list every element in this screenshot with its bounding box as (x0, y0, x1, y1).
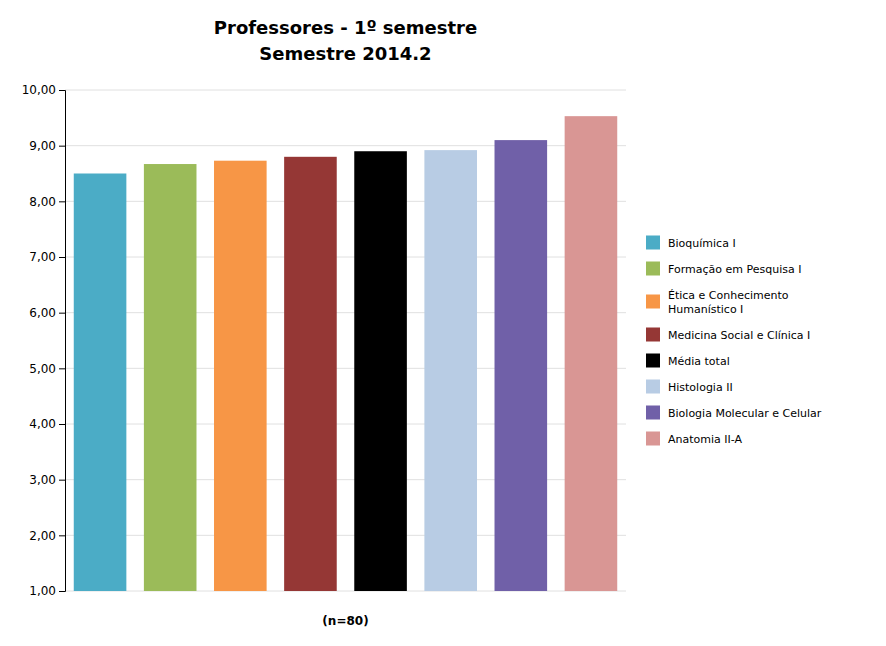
y-axis-line (59, 91, 66, 592)
legend-swatch (646, 236, 660, 250)
bar (214, 161, 267, 591)
y-tick-mark (59, 535, 65, 536)
y-tick-label: 1,00 (29, 584, 56, 598)
y-tick-mark (59, 146, 65, 147)
legend-label-line: Formação em Pesquisa I (668, 263, 801, 276)
legend-item: Medicina Social e Clínica I (646, 328, 810, 342)
legend-label: Média total (668, 355, 730, 368)
y-tick: 3,00 (29, 473, 65, 487)
bar (284, 157, 337, 591)
subtitle: Semestre 2014.2 (259, 43, 431, 64)
y-tick: 4,00 (29, 417, 65, 431)
y-tick: 2,00 (29, 529, 65, 543)
legend-swatch (646, 262, 660, 276)
legend: Bioquímica I Formação em Pesquisa I Ética … (646, 236, 822, 446)
y-tick: 6,00 (29, 306, 65, 320)
bar (495, 140, 548, 591)
chart-container: Professores - 1º semestre Semestre 2014.2… (0, 0, 886, 646)
legend-item: Ética e ConhecimentoHumanístico I (646, 289, 789, 316)
chart-svg: Professores - 1º semestre Semestre 2014.2… (0, 0, 886, 646)
grid-line (65, 90, 626, 91)
y-tick-label: 6,00 (29, 306, 56, 320)
legend-label: Bioquímica I (668, 237, 736, 250)
y-tick-mark (59, 201, 65, 202)
bar (74, 174, 127, 592)
bars (74, 116, 617, 591)
legend-swatch (646, 432, 660, 446)
y-tick-mark (59, 591, 65, 592)
legend-label-line: Média total (668, 355, 730, 368)
y-tick-mark (59, 257, 65, 258)
y-tick: 10,00 (22, 83, 65, 97)
y-tick-mark (59, 90, 65, 91)
legend-label-line: Humanístico I (668, 303, 743, 316)
legend-item: Anatomia II-A (646, 432, 743, 446)
bar (354, 151, 407, 591)
legend-label: Ética e ConhecimentoHumanístico I (668, 289, 789, 316)
legend-label-line: Bioquímica I (668, 237, 736, 250)
legend-label-line: Biologia Molecular e Celular (668, 407, 822, 420)
title: Professores - 1º semestre (214, 17, 477, 38)
legend-label: Histologia II (668, 381, 733, 394)
y-tick-mark (59, 313, 65, 314)
legend-swatch (646, 406, 660, 420)
plot: 1,00 2,00 3,00 4,00 5,00 6,00 7,00 8,00 9,00 10,0… (22, 83, 626, 646)
legend-item: Biologia Molecular e Celular (646, 406, 822, 420)
y-tick: 7,00 (29, 250, 65, 264)
bar (424, 150, 477, 591)
bar (144, 164, 197, 591)
legend-label: Formação em Pesquisa I (668, 263, 801, 276)
y-tick: 5,00 (29, 362, 65, 376)
legend-swatch (646, 295, 660, 309)
y-tick-label: 3,00 (29, 473, 56, 487)
y-tick-mark (59, 368, 65, 369)
y-tick-label: 9,00 (29, 139, 56, 153)
legend-label-line: Anatomia II-A (668, 433, 743, 446)
bar (565, 116, 618, 591)
y-tick: 8,00 (29, 195, 65, 209)
legend-label: Biologia Molecular e Celular (668, 407, 822, 420)
legend-item: Formação em Pesquisa I (646, 262, 801, 276)
y-tick-label: 5,00 (29, 362, 56, 376)
y-tick-label: 10,00 (22, 83, 56, 97)
x-note: (n=80) (322, 614, 368, 628)
legend-label-line: Medicina Social e Clínica I (668, 329, 810, 342)
y-tick-label: 2,00 (29, 529, 56, 543)
y-tick-label: 4,00 (29, 417, 56, 431)
y-axis: 1,00 2,00 3,00 4,00 5,00 6,00 7,00 8,00 9,00 10,0… (22, 83, 66, 598)
y-tick-mark (59, 480, 65, 481)
y-tick-mark (59, 424, 65, 425)
legend-swatch (646, 380, 660, 394)
legend-label-line: Ética e Conhecimento (668, 289, 789, 302)
legend-label: Medicina Social e Clínica I (668, 329, 810, 342)
legend-swatch (646, 354, 660, 368)
y-tick-label: 7,00 (29, 250, 56, 264)
legend-item: Bioquímica I (646, 236, 736, 250)
legend-label: Anatomia II-A (668, 433, 743, 446)
legend-label-line: Histologia II (668, 381, 733, 394)
y-tick-label: 8,00 (29, 195, 56, 209)
y-tick: 9,00 (29, 139, 65, 153)
legend-item: Histologia II (646, 380, 733, 394)
legend-swatch (646, 328, 660, 342)
legend-item: Média total (646, 354, 730, 368)
y-tick: 1,00 (29, 584, 65, 598)
